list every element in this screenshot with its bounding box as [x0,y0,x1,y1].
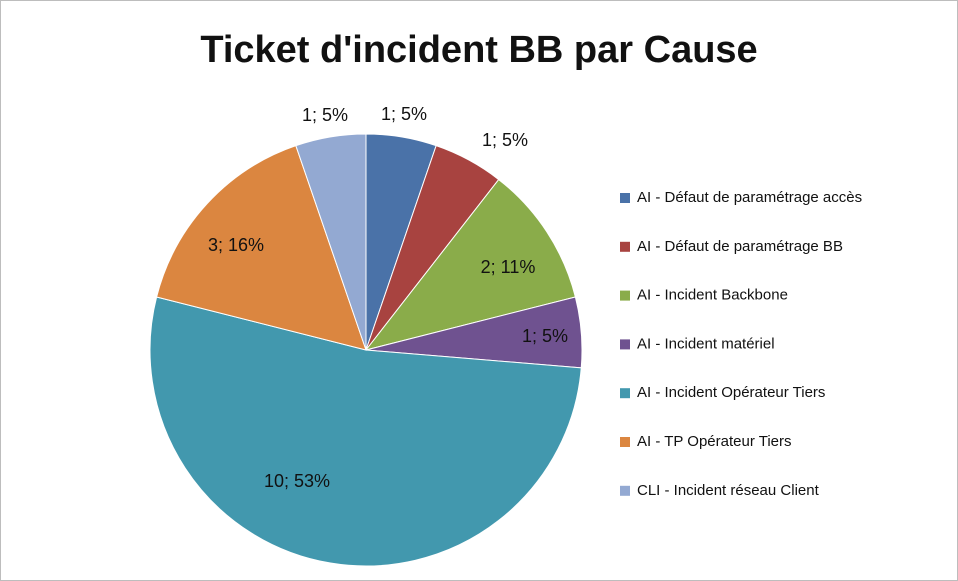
legend-label: AI - Incident Opérateur Tiers [637,384,825,401]
legend-swatch [620,388,630,399]
data-label: 10; 53% [264,471,330,491]
data-label: 3; 16% [208,235,264,255]
legend-label: AI - Incident Backbone [637,287,788,304]
legend-label: CLI - Incident réseau Client [637,482,820,499]
legend-swatch [620,290,630,301]
data-label: 1; 5% [522,326,568,346]
data-label: 1; 5% [482,130,528,150]
data-label: 1; 5% [381,104,427,124]
chart-title: Ticket d'incident BB par Cause [200,29,757,71]
legend-swatch [620,193,630,203]
legend-swatch [620,437,630,447]
pie-slice [149,296,582,567]
data-label: 1; 5% [302,105,348,125]
pie-slice [364,178,576,351]
legend-label: AI - Défaut de paramétrage BB [637,238,843,255]
legend-label: AI - TP Opérateur Tiers [637,433,792,450]
pie-slice [156,145,367,351]
legend-swatch [620,241,630,252]
legend-label: AI - Incident matériel [637,335,775,352]
data-label: 2; 11% [481,257,536,277]
legend-label: AI - Défaut de paramétrage accès [637,189,862,206]
legend-swatch [620,339,630,350]
legend-swatch [620,485,630,496]
pie-slice [295,133,367,351]
